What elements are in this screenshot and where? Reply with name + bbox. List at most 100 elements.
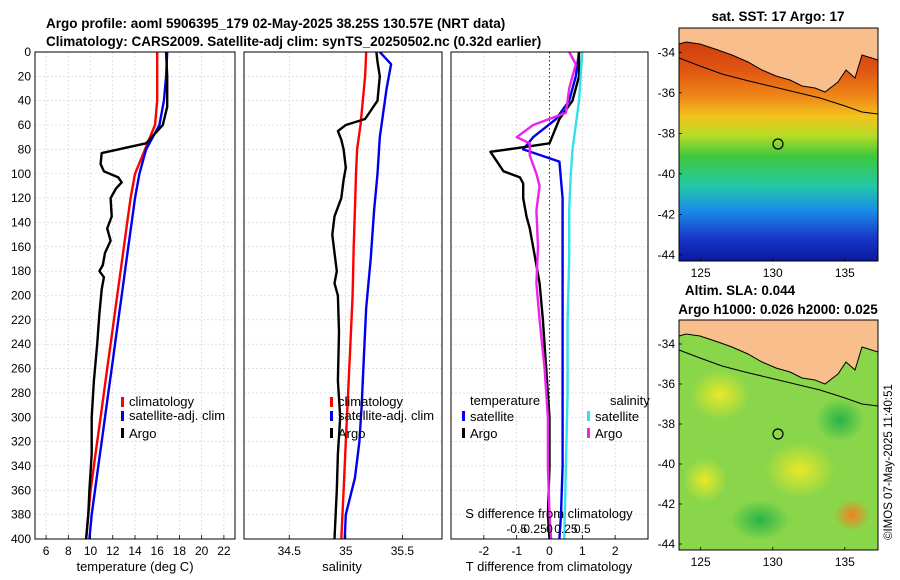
x-tick-label: 1 <box>579 544 586 558</box>
map-y-tick-label: -44 <box>658 537 676 551</box>
y-tick-label: 400 <box>11 532 31 546</box>
x-tick-label: -2 <box>478 544 489 558</box>
top-tick-label: 0.5 <box>574 522 591 536</box>
x-tick-label: 22 <box>217 544 231 558</box>
y-tick-label: 0 <box>24 45 31 59</box>
y-tick-label: 300 <box>11 410 31 424</box>
series-line-climatology <box>84 52 159 539</box>
y-tick-label: 220 <box>11 313 31 327</box>
legend-label: Argo <box>470 426 497 441</box>
map-y-tick-label: -42 <box>658 207 676 221</box>
x-tick-label: 18 <box>173 544 187 558</box>
map-y-tick-label: -44 <box>658 248 676 262</box>
temperature-legend: climatology satellite-adj. clim Argo <box>121 394 225 441</box>
sst-map-title: sat. SST: 17 Argo: 17 <box>711 9 844 24</box>
difference-top-label: S difference from climatology <box>465 506 633 521</box>
x-tick-label: 20 <box>195 544 209 558</box>
map-y-tick-label: -40 <box>658 457 676 471</box>
coastline <box>678 333 879 385</box>
legend-label: Argo <box>338 426 365 441</box>
map-y-tick-label: -34 <box>658 45 676 59</box>
y-tick-label: 260 <box>11 362 31 376</box>
legend-header-temperature: temperature <box>470 393 540 408</box>
series-line-temperature-argo <box>489 52 581 539</box>
legend-swatch-sal-satellite <box>587 411 590 421</box>
sla-anomaly <box>815 398 865 442</box>
isobath <box>678 349 879 407</box>
sst-map: sat. SST: 17 Argo: 17 125 130 135 -34 -36 -38… <box>658 9 879 280</box>
map-x-tick-label: 135 <box>835 266 855 280</box>
map-x-tick-label: 135 <box>835 555 855 569</box>
y-tick-label: 120 <box>11 191 31 205</box>
temperature-xlabel: temperature (deg C) <box>76 559 193 574</box>
top-tick-label: 0.25 <box>554 522 578 536</box>
coastline <box>678 41 879 93</box>
x-tick-label: 14 <box>128 544 142 558</box>
legend-label: satellite <box>595 409 639 424</box>
x-tick-label: 35 <box>339 544 353 558</box>
map-y-tick-label: -36 <box>658 377 676 391</box>
legend-label: climatology <box>338 394 404 409</box>
legend-swatch-temp-satellite <box>462 411 465 421</box>
sst-map-frame <box>678 27 879 262</box>
x-tick-label: 35.5 <box>391 544 415 558</box>
sla-anomaly <box>834 499 870 531</box>
legend-swatch-climatology <box>121 397 124 407</box>
sla-anomaly <box>690 370 750 420</box>
legend-label: satellite <box>470 409 514 424</box>
title-line-2: Climatology: CARS2009. Satellite-adj cli… <box>46 34 541 49</box>
map-y-tick-label: -36 <box>658 86 676 100</box>
map-y-tick-label: -40 <box>658 167 676 181</box>
y-tick-label: 20 <box>18 69 32 83</box>
argo-position-marker <box>772 138 784 150</box>
y-tick-label: 280 <box>11 386 31 400</box>
map-y-tick-label: -34 <box>658 337 676 351</box>
y-tick-label: 240 <box>11 337 31 351</box>
x-tick-label: 16 <box>151 544 165 558</box>
map-x-tick-label: 130 <box>763 266 783 280</box>
axes-frame <box>243 51 443 540</box>
temperature-panel: 6 8 10 12 14 16 18 20 22020406080100120140160180… <box>11 45 236 558</box>
title-line-1: Argo profile: aoml 5906395_179 02-May-20… <box>46 16 505 31</box>
y-tick-label: 60 <box>18 118 32 132</box>
legend-label: Argo <box>595 426 622 441</box>
map-x-tick-label: 125 <box>691 555 711 569</box>
salinity-xlabel: salinity <box>322 559 362 574</box>
map-y-tick-label: -42 <box>658 497 676 511</box>
map-x-tick-label: 125 <box>691 266 711 280</box>
y-tick-label: 160 <box>11 240 31 254</box>
legend-swatch-satellite <box>121 411 124 421</box>
series-line-satellite-adj-clim <box>343 52 393 539</box>
legend-header-salinity: salinity <box>610 393 650 408</box>
legend-swatch-climatology <box>330 397 333 407</box>
series-line-salinity-satellite <box>563 52 584 539</box>
y-tick-label: 320 <box>11 435 31 449</box>
argo-position-marker <box>772 428 784 440</box>
series-line-climatology <box>340 52 368 539</box>
y-tick-label: 100 <box>11 167 31 181</box>
imos-timestamp: ©IMOS 07-May-2025 11:40:51 <box>883 384 895 540</box>
x-tick-label: 34.5 <box>278 544 302 558</box>
legend-label: Argo <box>129 426 156 441</box>
australia-land <box>679 320 878 384</box>
sla-map-subtitle: Argo h1000: 0.026 h2000: 0.025 <box>678 302 878 317</box>
sla-map-title: Altim. SLA: 0.044 <box>685 283 796 298</box>
legend-label: satellite-adj. clim <box>129 408 225 423</box>
x-tick-label: -1 <box>511 544 522 558</box>
y-tick-label: 40 <box>18 94 32 108</box>
australia-land <box>679 28 878 92</box>
map-x-tick-label: 130 <box>763 555 783 569</box>
legend-swatch-temp-argo <box>462 428 465 438</box>
x-tick-label: 10 <box>84 544 98 558</box>
y-tick-label: 360 <box>11 483 31 497</box>
sla-map-frame <box>678 319 879 551</box>
y-tick-label: 180 <box>11 264 31 278</box>
x-tick-label: 8 <box>65 544 72 558</box>
x-tick-label: 2 <box>612 544 619 558</box>
x-tick-label: 6 <box>43 544 50 558</box>
sla-anomaly <box>730 500 790 540</box>
map-y-tick-label: -38 <box>658 417 676 431</box>
x-tick-label: 0 <box>546 544 553 558</box>
difference-legend: temperature satellite Argo salinity sate… <box>462 393 650 441</box>
